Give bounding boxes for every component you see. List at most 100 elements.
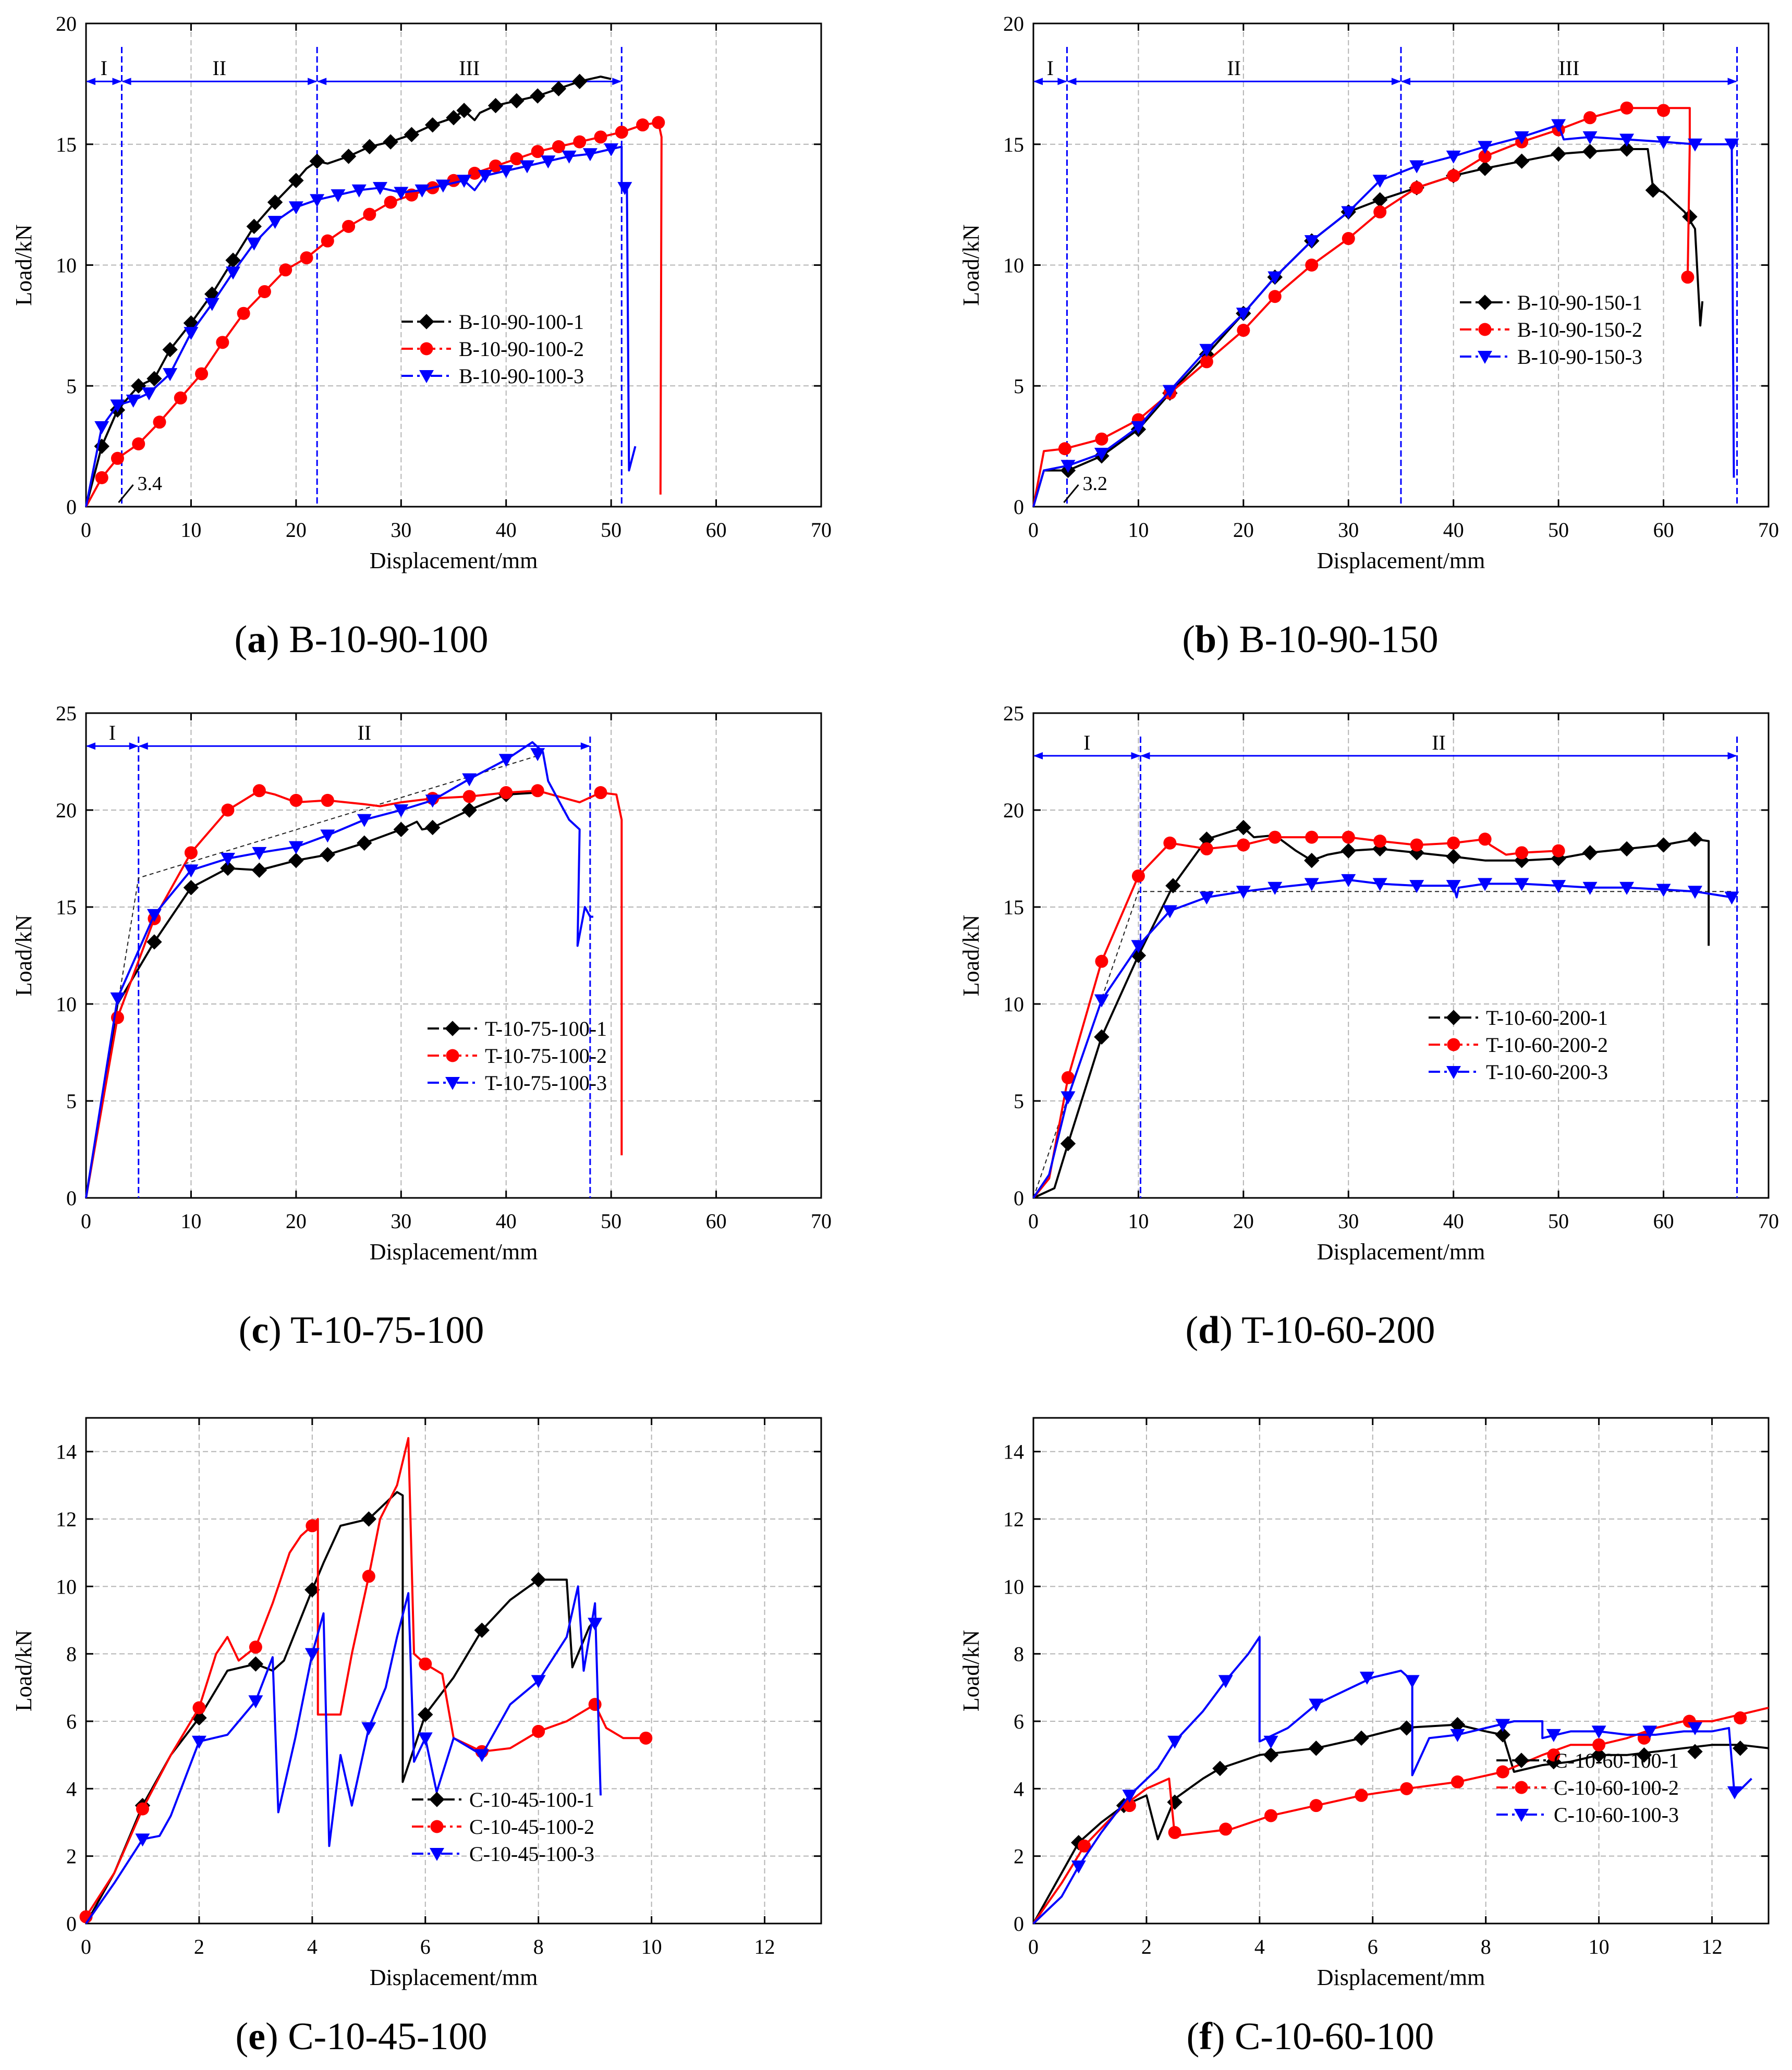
- data-point: [1267, 271, 1283, 285]
- data-point: [615, 126, 628, 139]
- data-point: [204, 298, 220, 311]
- data-point: [1094, 448, 1109, 461]
- x-axis-label: Displacement/mm: [1317, 1965, 1485, 1990]
- data-point: [1264, 1809, 1278, 1822]
- x-tick-label: 50: [1548, 518, 1569, 542]
- data-point: [226, 266, 240, 280]
- y-tick-label: 10: [56, 254, 77, 277]
- stage-label: II: [212, 56, 226, 80]
- legend-swatch-marker: [446, 1049, 459, 1062]
- data-point: [147, 371, 162, 387]
- stage-label: III: [459, 56, 480, 80]
- data-point: [1656, 884, 1671, 897]
- stage-arrow-head-right: [1392, 78, 1401, 85]
- stage-arrow-head-left: [317, 78, 327, 85]
- data-point: [153, 415, 166, 429]
- stage-arrow-head-left: [86, 742, 95, 750]
- legend-swatch-marker: [1477, 295, 1493, 310]
- legend-label: C-10-45-100-1: [469, 1788, 594, 1811]
- stage-arrow-head-left: [1033, 752, 1043, 760]
- data-point: [1514, 878, 1529, 891]
- legend-label: C-10-60-100-2: [1554, 1776, 1679, 1799]
- stage-markers: I II III: [1033, 47, 1738, 507]
- data-point: [425, 819, 441, 836]
- series-T-10-60-200-2: [1032, 830, 1565, 1199]
- data-point: [132, 437, 145, 450]
- legend-swatch-marker: [445, 1077, 460, 1090]
- data-point: [1219, 1822, 1233, 1836]
- y-tick-label: 8: [1014, 1643, 1024, 1666]
- data-point: [530, 1572, 546, 1588]
- series-C-10-60-100-3: [1032, 1636, 1752, 1925]
- stage-arrow-head-left: [138, 742, 148, 750]
- y-tick-label: 6: [1014, 1710, 1024, 1733]
- data-point: [249, 1640, 262, 1654]
- x-tick-label: 12: [1702, 1935, 1723, 1958]
- y-axis-label: Load/kN: [958, 915, 984, 996]
- data-point: [1515, 846, 1529, 860]
- data-point: [1309, 1698, 1324, 1712]
- plot-frame: [85, 1417, 822, 1925]
- data-point: [184, 327, 199, 340]
- x-tick-label: 70: [1758, 1209, 1779, 1233]
- data-point: [357, 835, 372, 851]
- data-point: [191, 1735, 206, 1749]
- stage-label: III: [1558, 56, 1579, 80]
- data-point: [594, 786, 607, 800]
- series-line: [85, 789, 623, 1198]
- y-tick-label: 20: [1003, 12, 1024, 35]
- y-tick-label: 15: [1003, 896, 1024, 919]
- x-axis-label: Displacement/mm: [1317, 1239, 1485, 1265]
- data-point: [320, 847, 335, 863]
- series-T-10-75-100-3: [85, 741, 593, 1198]
- data-point: [1478, 878, 1493, 891]
- data-point: [531, 145, 544, 158]
- caption-text: C-10-45-100: [288, 2015, 487, 2058]
- data-point: [1582, 881, 1598, 895]
- data-point: [1078, 1839, 1091, 1853]
- y-tick-label: 15: [56, 896, 77, 919]
- chart-panel-f: 0 2 4 6 8 10 12 0 2 4 6 8 10 12 14 Displacement/mm Load/…: [958, 1417, 1770, 1990]
- series-B-10-90-100-3: [85, 143, 637, 507]
- caption-a: (a) B-10-90-100: [234, 618, 489, 661]
- stage-label: II: [1227, 56, 1241, 80]
- data-point: [1446, 880, 1461, 893]
- data-point: [288, 201, 303, 215]
- data-point: [1060, 1091, 1076, 1105]
- stage-label: I: [1047, 56, 1054, 80]
- y-tick-label: 20: [56, 12, 77, 35]
- data-point: [95, 471, 108, 484]
- x-tick-label: 20: [1233, 1209, 1254, 1233]
- data-point: [1495, 1719, 1510, 1732]
- data-point: [1095, 432, 1108, 446]
- x-tick-label: 10: [1128, 1209, 1149, 1233]
- x-tick-label: 2: [1141, 1935, 1152, 1958]
- data-point: [1305, 830, 1319, 844]
- legend-swatch-marker: [420, 342, 433, 356]
- data-point: [1405, 1675, 1420, 1688]
- data-point: [1733, 1741, 1748, 1756]
- x-tick-label: 70: [811, 1209, 832, 1233]
- data-point: [184, 864, 199, 878]
- series-line: [1032, 878, 1732, 1199]
- legend-swatch-marker: [1478, 351, 1492, 364]
- data-point: [183, 880, 199, 896]
- data-point: [562, 150, 577, 164]
- stage-arrow-head-right: [129, 742, 139, 750]
- data-point: [1236, 886, 1251, 899]
- y-axis-label: Load/kN: [958, 1630, 984, 1711]
- data-point: [362, 1570, 375, 1583]
- legend-label: B-10-90-150-3: [1517, 345, 1642, 369]
- x-tick-label: 70: [811, 518, 832, 542]
- x-tick-label: 8: [533, 1935, 544, 1958]
- data-point: [1212, 1760, 1228, 1777]
- grid: [86, 1418, 821, 1924]
- data-point: [1162, 905, 1177, 918]
- x-tick-label: 6: [1368, 1935, 1378, 1958]
- data-point: [499, 786, 513, 800]
- data-point: [288, 841, 303, 854]
- data-point: [1060, 460, 1076, 473]
- x-tick-label: 60: [1653, 1209, 1674, 1233]
- stage-arrow-head-left: [86, 78, 95, 85]
- data-point: [195, 367, 209, 381]
